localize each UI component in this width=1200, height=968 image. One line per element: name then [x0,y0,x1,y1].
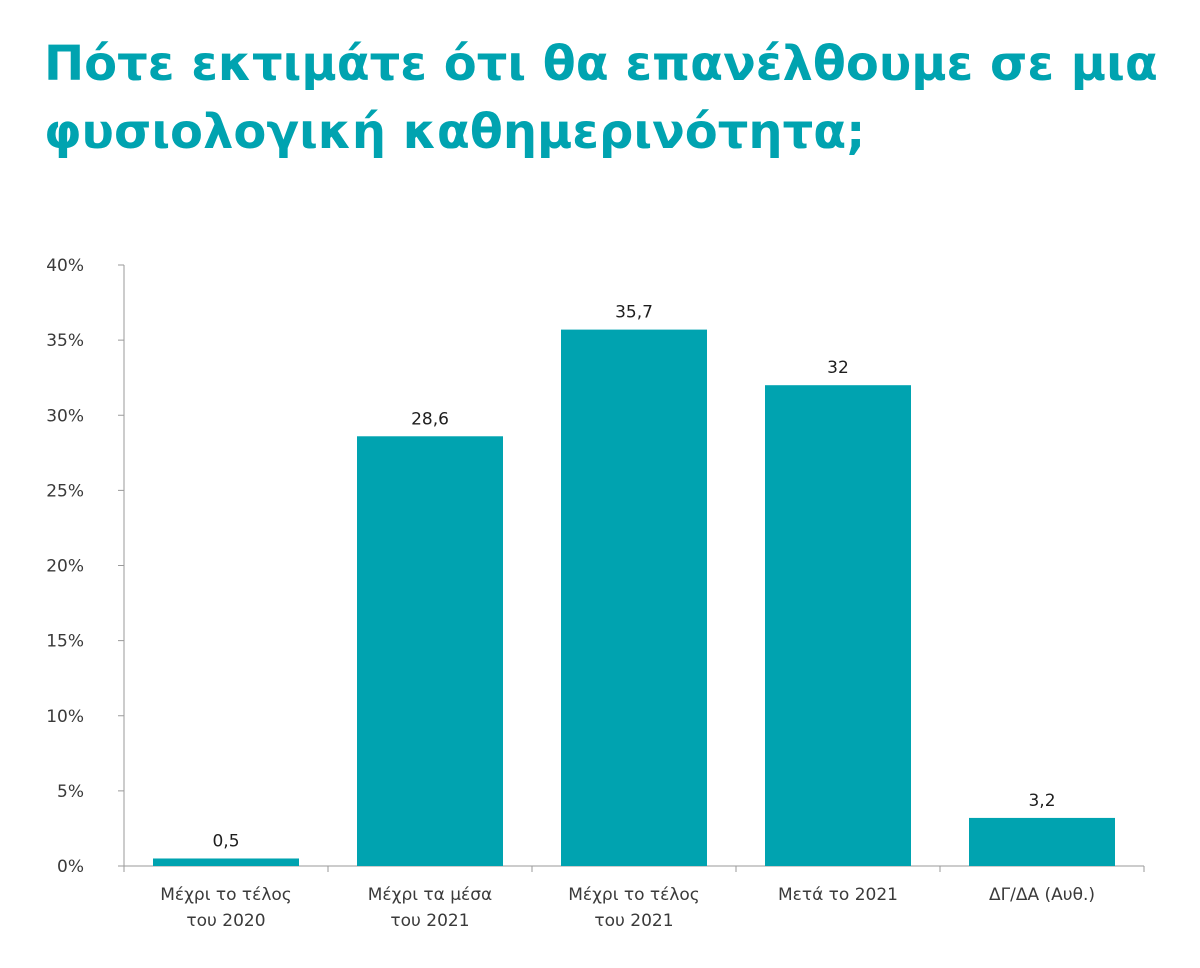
bar [765,385,911,866]
data-label: 35,7 [615,303,653,323]
category-label: του 2020 [186,911,265,931]
y-tick-label: 20% [46,557,84,577]
data-label: 32 [827,358,849,378]
bar [357,436,503,866]
y-tick-label: 35% [46,331,84,351]
data-label: 3,2 [1028,791,1055,811]
category-label: του 2021 [390,911,469,931]
y-tick-label: 10% [46,707,84,727]
category-label: του 2021 [594,911,673,931]
y-tick-label: 25% [46,481,84,501]
bar [969,817,1115,866]
category-label: ΔΓ/ΔΑ (Αυθ.) [989,885,1095,905]
bar [153,858,299,866]
y-tick-label: 15% [46,632,84,652]
y-tick-label: 40% [46,256,84,276]
category-label: Μετά το 2021 [778,885,898,905]
chart-title-line-2: φυσιολογική καθημερινότητα; [44,104,866,160]
data-label: 28,6 [411,409,449,429]
data-label: 0,5 [212,831,239,851]
y-tick-label: 30% [46,406,84,426]
category-label: Μέχρι τα μέσα [368,885,492,905]
bar [561,329,707,866]
category-label: Μέχρι το τέλος [160,885,292,905]
y-tick-label: 5% [57,782,84,802]
category-label: Μέχρι το τέλος [568,885,700,905]
chart-title: Πότε εκτιμάτε ότι θα επανέλθουμε σε μια … [44,30,1164,166]
chart-title-line-1: Πότε εκτιμάτε ότι θα επανέλθουμε σε μια [44,36,1158,92]
y-tick-label: 0% [57,857,84,877]
